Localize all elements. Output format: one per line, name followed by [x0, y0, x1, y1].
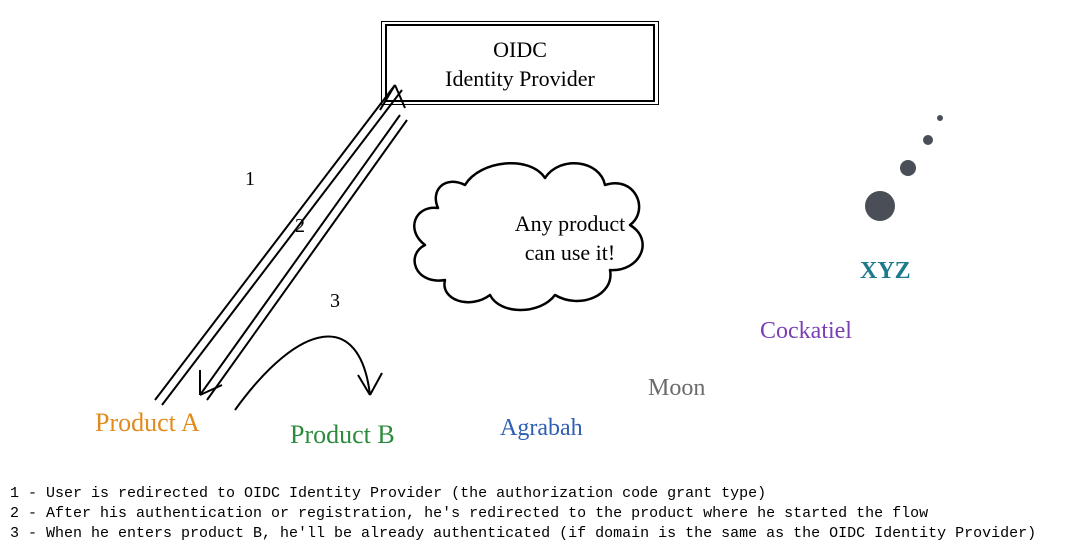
- dot-2: [900, 160, 916, 176]
- arrow1-label: 1: [245, 168, 255, 191]
- product-agrabah: Agrabah: [500, 415, 583, 442]
- dot-1: [865, 191, 895, 221]
- arrow3-curve: [235, 337, 370, 410]
- caption-2: 2 - After his authentication or registra…: [10, 505, 928, 522]
- idp-line1: OIDC: [493, 37, 547, 62]
- idp-line2: Identity Provider: [445, 66, 595, 91]
- cloud-text: Any product can use it!: [490, 210, 650, 267]
- cloud-line1: Any product: [515, 211, 626, 236]
- product-a: Product A: [95, 408, 200, 438]
- dot-3: [923, 135, 933, 145]
- arrow2-line-b: [207, 120, 407, 400]
- arrow3-head: [358, 373, 382, 395]
- product-b: Product B: [290, 420, 395, 450]
- arrow1-line-b: [162, 90, 402, 405]
- product-moon: Moon: [648, 375, 705, 402]
- arrow2-line-a: [200, 115, 400, 395]
- arrow1-line-a: [155, 85, 395, 400]
- product-xyz: XYZ: [860, 258, 911, 285]
- arrow3-label: 3: [330, 290, 340, 313]
- caption-1: 1 - User is redirected to OIDC Identity …: [10, 485, 766, 502]
- dot-4: [937, 115, 943, 121]
- idp-box: OIDC Identity Provider: [385, 24, 655, 102]
- product-cockatiel: Cockatiel: [760, 318, 852, 345]
- arrow2-head: [200, 370, 222, 395]
- dots-group: [865, 115, 943, 221]
- arrow2-label: 2: [295, 215, 305, 238]
- caption-3: 3 - When he enters product B, he'll be a…: [10, 525, 1036, 542]
- cloud-line2: can use it!: [525, 240, 615, 265]
